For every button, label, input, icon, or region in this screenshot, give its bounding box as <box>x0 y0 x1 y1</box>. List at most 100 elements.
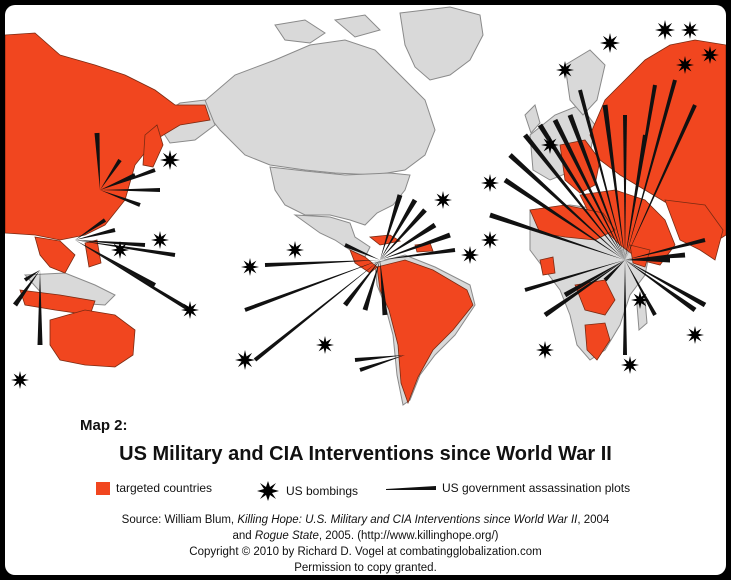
assassination-plot-line <box>343 260 380 307</box>
bombing-burst-icon <box>160 150 180 170</box>
assassination-plot-line <box>380 208 427 260</box>
map-figure: Map 2: US Military and CIA Interventions… <box>5 5 726 575</box>
uk <box>524 104 541 134</box>
assassination-plot-line <box>578 89 625 260</box>
assassination-plot-line <box>75 240 146 247</box>
assassination-plot-line <box>380 198 418 260</box>
assassination-plot-line <box>12 270 40 307</box>
targeted-south-america <box>376 259 474 405</box>
targeted-australia <box>49 309 136 368</box>
assassination-plot-line <box>253 260 380 362</box>
legend-bombings: US bombings <box>256 481 358 501</box>
bombing-burst-icon <box>151 231 169 249</box>
bombing-burst-icon <box>461 246 479 264</box>
scandinavia <box>564 49 606 116</box>
assassination-plot-line <box>380 232 451 260</box>
targeted-southeast-asia <box>34 236 76 274</box>
bombing-burst-icon <box>481 231 499 249</box>
targeted-japan <box>142 124 164 168</box>
targeted-south-asia <box>664 199 724 261</box>
bombing-burst-icon <box>11 371 29 389</box>
bombing-burst-icon <box>556 61 574 79</box>
assassination-plot-line <box>625 104 697 261</box>
assassination-plot-line <box>625 84 657 260</box>
assassination-plot-lines <box>12 79 707 372</box>
bombing-burst-icon <box>621 356 639 374</box>
source-citation: Source: William Blum, Killing Hope: U.S.… <box>5 512 726 575</box>
assassination-plot-line <box>100 158 122 190</box>
targeted-swatch-icon <box>96 481 110 495</box>
assassination-plot-line <box>344 243 380 260</box>
bombing-burst-icon <box>600 33 620 53</box>
assassination-plot-line <box>264 260 380 267</box>
bombing-burst-icon <box>686 326 704 344</box>
usa <box>269 166 411 226</box>
assassination-plot-line <box>543 260 625 318</box>
assassination-plot-line <box>623 115 627 260</box>
assassination-plot-line <box>244 260 380 312</box>
source-line-1: Source: William Blum, Killing Hope: U.S.… <box>121 514 610 526</box>
assassination-plot-line <box>489 212 625 260</box>
assassination-plot-line <box>100 168 156 190</box>
bombing-burst-icon <box>111 241 129 259</box>
source-book-2: Rogue State <box>254 530 319 542</box>
assassination-plot-line <box>354 355 405 362</box>
bombing-burst-icon <box>286 241 304 259</box>
assassination-plot-line <box>100 173 136 190</box>
assassination-plot-line <box>37 270 43 345</box>
copyright: Copyright © 2010 by Richard D. Vogel at … <box>189 546 542 558</box>
assassination-plot-line <box>380 194 403 260</box>
wedge-line-icon <box>386 486 436 490</box>
assassination-plot-line <box>603 260 625 282</box>
assassination-plot-line <box>508 153 625 260</box>
assassination-plot-line <box>75 240 156 287</box>
bombing-burst-icon <box>676 56 694 74</box>
bombing-burst-icon <box>481 174 499 192</box>
targeted-southern-africa <box>584 322 611 361</box>
bombing-burst-icon <box>181 301 199 319</box>
targeted-east-asia <box>5 32 211 241</box>
bombing-burst-icon <box>655 20 675 40</box>
assassination-plot-line <box>75 240 176 257</box>
assassination-plot-line <box>359 355 405 372</box>
assassination-plot-line <box>94 132 100 190</box>
bombing-burst-icon <box>241 258 259 276</box>
arctic-islands <box>274 14 381 44</box>
assassination-plot-line <box>625 257 670 263</box>
assassination-plot-line <box>602 104 625 260</box>
assassination-plot-line <box>567 114 625 260</box>
assassination-plot-line <box>563 260 625 298</box>
assassination-plot-line <box>625 252 686 260</box>
assassination-plot-line <box>625 260 707 308</box>
canada <box>199 39 436 176</box>
source-line-2: and Rogue State, 2005. (http://www.killi… <box>232 530 499 542</box>
assassination-plot-line <box>523 133 625 260</box>
legend-plots: US government assassination plots <box>386 481 630 495</box>
legend-targeted: targeted countries <box>96 481 212 495</box>
assassination-plot-line <box>100 188 160 192</box>
bombing-burst-icon <box>541 136 559 154</box>
assassination-plot-line <box>552 118 625 261</box>
bombing-burst-icon <box>235 350 255 370</box>
assassination-plot-line <box>75 218 107 240</box>
assassination-plot-line <box>625 79 677 260</box>
permission: Permission to copy granted. <box>294 562 437 574</box>
legend-bombings-label: US bombings <box>286 484 359 498</box>
explosion-burst-icon <box>257 481 279 501</box>
madagascar <box>636 299 648 332</box>
bombing-burst-icon <box>316 336 334 354</box>
assassination-plot-line <box>380 260 388 316</box>
assassination-plot-line <box>380 248 456 260</box>
assassination-plot-line <box>625 260 697 313</box>
bombing-markers <box>11 20 719 389</box>
assassination-plot-line <box>524 260 625 292</box>
assassination-plot-line <box>537 123 625 260</box>
map-title: US Military and CIA Interventions since … <box>119 443 612 465</box>
greenland <box>399 6 484 81</box>
assassination-plot-line <box>75 228 116 240</box>
assassination-plot-line <box>23 270 40 282</box>
map-number: Map 2: <box>80 417 128 434</box>
bombing-burst-icon <box>631 291 649 309</box>
map-caption: Map 2: US Military and CIA Interventions… <box>5 415 726 575</box>
source-book-1: Killing Hope: U.S. Military and CIA Inte… <box>237 514 578 526</box>
